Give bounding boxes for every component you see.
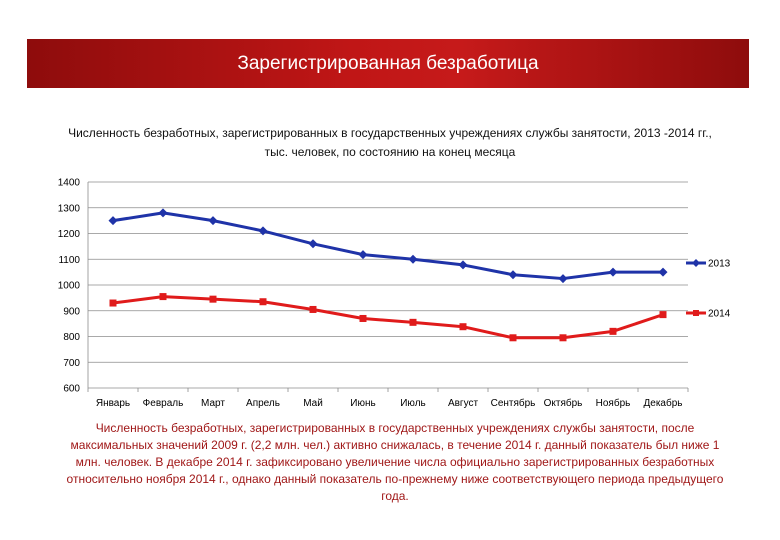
series-line-2014 xyxy=(112,295,664,340)
data-point-2013 xyxy=(358,250,368,260)
data-point-2014 xyxy=(559,334,567,342)
data-point-2014 xyxy=(359,314,367,322)
data-point-2013 xyxy=(408,254,418,264)
data-point-2013 xyxy=(458,260,468,270)
y-tick-label: 800 xyxy=(63,332,80,343)
data-point-2013 xyxy=(208,216,218,226)
chart-caption: Численность безработных, зарегистрирован… xyxy=(66,421,724,503)
y-tick-label: 900 xyxy=(63,306,80,317)
data-point-2014 xyxy=(259,298,267,306)
chart-title-line2: тыс. человек, по состоянию на конец меся… xyxy=(264,145,516,159)
data-point-2014 xyxy=(609,327,617,335)
data-point-2013 xyxy=(658,267,668,277)
x-tick-label: Февраль xyxy=(143,398,184,409)
data-point-2013 xyxy=(508,270,518,280)
data-point-2014 xyxy=(459,323,467,331)
data-point-2013 xyxy=(108,216,118,226)
x-tick-label: Октябрь xyxy=(544,397,583,409)
y-tick-label: 1000 xyxy=(58,281,81,292)
data-point-2014 xyxy=(659,311,667,319)
data-point-2013 xyxy=(608,267,618,277)
data-point-2014 xyxy=(409,318,417,326)
series-line-2013 xyxy=(112,211,663,281)
y-tick-label: 1100 xyxy=(58,255,80,266)
data-point-2014 xyxy=(109,299,117,307)
y-tick-label: 700 xyxy=(63,358,80,369)
legend-marker-2013 xyxy=(692,259,700,267)
x-tick-label: Март xyxy=(201,398,225,409)
data-point-2014 xyxy=(309,305,317,313)
x-tick-label: Август xyxy=(448,398,479,409)
x-tick-label: Январь xyxy=(96,398,130,409)
legend-marker-2014 xyxy=(693,310,699,316)
chart-title: Численность безработных, зарегистрирован… xyxy=(20,124,760,162)
data-point-2013 xyxy=(158,208,168,218)
chart-title-line1: Численность безработных, зарегистрирован… xyxy=(68,126,712,140)
data-point-2013 xyxy=(558,274,568,284)
x-tick-label: Ноябрь xyxy=(596,397,631,409)
y-tick-label: 1300 xyxy=(58,203,81,214)
y-tick-label: 600 xyxy=(63,384,80,395)
data-point-2014 xyxy=(209,295,217,303)
y-tick-label: 1400 xyxy=(58,178,81,189)
slide-title: Зарегистрированная безработица xyxy=(237,52,539,74)
data-point-2013 xyxy=(308,239,318,249)
y-tick-label: 1200 xyxy=(58,229,81,240)
title-banner: Зарегистрированная безработица xyxy=(27,39,749,88)
data-point-2014 xyxy=(159,293,167,301)
x-tick-label: Июнь xyxy=(350,398,375,409)
data-point-2013 xyxy=(258,226,268,236)
x-tick-label: Июль xyxy=(400,398,426,409)
legend-label-2014: 2014 xyxy=(708,309,731,320)
data-point-2014 xyxy=(509,334,517,342)
x-tick-label: Сентябрь xyxy=(491,397,536,409)
x-tick-label: Апрель xyxy=(246,398,280,409)
x-tick-label: Май xyxy=(303,398,323,409)
x-tick-label: Декабрь xyxy=(644,397,683,409)
legend-label-2013: 2013 xyxy=(708,259,731,270)
